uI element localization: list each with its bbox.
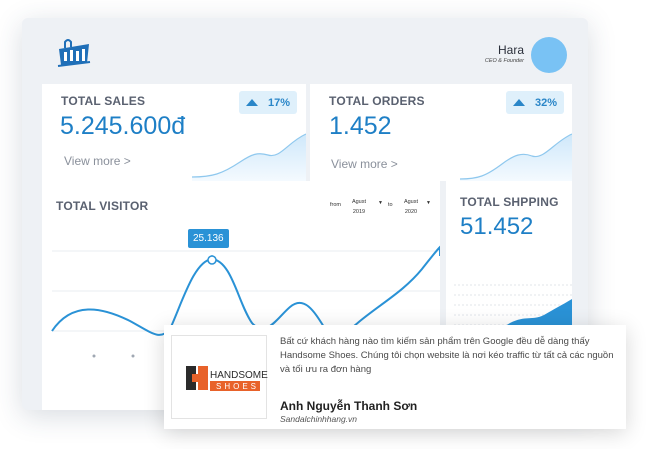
total-shipping-value: 51.452 xyxy=(460,213,534,240)
from-date-select[interactable]: Agust 2019 xyxy=(346,197,372,217)
brand-logo-icon: HANDSOME SHOES xyxy=(186,366,268,391)
total-orders-change: 32% xyxy=(534,96,558,109)
from-year: 2019 xyxy=(352,209,366,215)
total-sales-value: 5.245.600đ xyxy=(60,112,186,140)
chevron-down-icon[interactable]: ▼ xyxy=(426,200,431,206)
total-sales-view-more-link[interactable]: View more > xyxy=(64,154,131,168)
user-name: Hara xyxy=(497,43,524,57)
total-orders-view-more-link[interactable]: View more > xyxy=(331,157,398,171)
total-orders-card: TOTAL ORDERS 1.452 32% View more > xyxy=(310,84,572,181)
total-visitor-title: TOTAL VISITOR xyxy=(56,199,149,213)
testimonial-card: HANDSOME SHOES Bất cứ khách hàng nào tìm… xyxy=(164,325,626,429)
total-orders-sparkline xyxy=(460,133,572,181)
to-label: to xyxy=(388,202,393,208)
logo-text-shoes: SHOES xyxy=(216,382,259,391)
total-sales-title: TOTAL SALES xyxy=(61,94,146,108)
to-year: 2020 xyxy=(404,209,418,215)
chevron-down-icon[interactable]: ▼ xyxy=(378,200,383,206)
logo-text-handsome: HANDSOME xyxy=(210,370,268,381)
testimonial-website-link[interactable]: Sandalchinhhang.vn xyxy=(280,414,358,424)
total-shipping-title: TOTAL SHPPING xyxy=(460,195,559,209)
testimonial-author: Anh Nguyễn Thanh Sơn xyxy=(280,399,418,413)
logo-icon[interactable] xyxy=(56,36,92,68)
total-sales-sparkline xyxy=(192,133,306,181)
total-sales-card: TOTAL SALES 5.245.600đ 17% View more > xyxy=(42,84,306,181)
from-label: from xyxy=(330,202,341,208)
trend-up-icon xyxy=(245,99,258,106)
visitor-highlight-point xyxy=(207,255,217,265)
trend-up-icon xyxy=(512,99,525,106)
visitor-tooltip: 25.136 xyxy=(188,229,229,248)
total-sales-change: 17% xyxy=(267,96,291,109)
user-avatar[interactable] xyxy=(531,37,567,73)
total-orders-value: 1.452 xyxy=(329,112,392,140)
total-sales-change-badge: 17% xyxy=(239,91,297,114)
dashboard-window: Hara CEO & Founder TOTAL SALES 5.245.600… xyxy=(22,18,588,410)
user-role: CEO & Founder xyxy=(484,58,524,64)
chart-gridlines xyxy=(52,250,440,332)
total-orders-title: TOTAL ORDERS xyxy=(329,94,425,108)
to-date-select[interactable]: Agust 2020 xyxy=(398,197,424,217)
handsome-shoes-logo: HANDSOME SHOES xyxy=(171,335,268,419)
from-month: Agust xyxy=(351,199,367,205)
testimonial-quote: Bất cứ khách hàng nào tìm kiếm sản phẩm … xyxy=(280,336,614,375)
total-orders-change-badge: 32% xyxy=(506,91,564,114)
to-month: Agust xyxy=(403,199,419,205)
x-axis-dots xyxy=(92,354,174,358)
